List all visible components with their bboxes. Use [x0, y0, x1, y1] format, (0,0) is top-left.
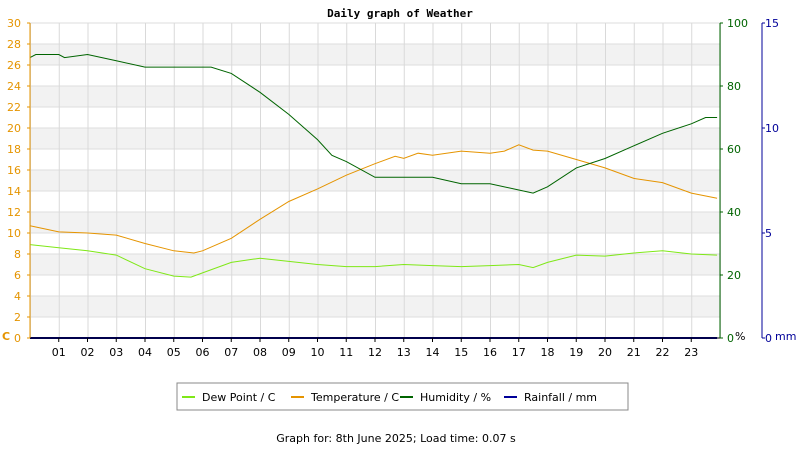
series-line-humidity [29, 53, 718, 194]
temp-tick-label: 14 [7, 185, 21, 198]
temp-tick-label: 26 [7, 59, 21, 72]
rain-axis-label: mm [775, 330, 796, 343]
temp-tick-label: 8 [14, 248, 21, 261]
series-line-temperature [29, 144, 718, 254]
humidity-tick-label: 60 [727, 143, 741, 156]
humidity-tick-label: 40 [727, 206, 741, 219]
x-tick-label: 16 [483, 346, 497, 359]
temp-tick-label: 22 [7, 101, 21, 114]
temp-tick-label: 16 [7, 164, 21, 177]
rain-tick-label: 15 [765, 17, 779, 30]
x-tick-label: 05 [167, 346, 181, 359]
x-tick-label: 08 [253, 346, 267, 359]
temp-tick-label: 24 [7, 80, 21, 93]
rain-tick-label: 5 [765, 227, 772, 240]
x-tick-label: 17 [512, 346, 526, 359]
humidity-tick-label: 0 [727, 332, 734, 345]
humidity-tick-label: 100 [727, 17, 748, 30]
x-tick-label: 06 [196, 346, 210, 359]
x-tick-label: 04 [138, 346, 152, 359]
x-tick-label: 07 [224, 346, 238, 359]
x-tick-label: 13 [397, 346, 411, 359]
temp-tick-label: 4 [14, 290, 21, 303]
x-tick-label: 03 [109, 346, 123, 359]
temp-tick-label: 20 [7, 122, 21, 135]
axes: 01 02 03 04 05 06 07 08 09 10 11 12 13 14 15 16 17 18 19 20… [2, 17, 796, 359]
x-tick-label: 12 [368, 346, 382, 359]
temp-tick-label: 28 [7, 38, 21, 51]
chart-title: Daily graph of Weather [327, 7, 473, 20]
x-tick-label: 15 [454, 346, 468, 359]
temp-tick-label: 6 [14, 269, 21, 282]
humidity-tick-label: 20 [727, 269, 741, 282]
x-tick-label: 02 [81, 346, 95, 359]
x-tick-label: 18 [541, 346, 555, 359]
temp-tick-label: 2 [14, 311, 21, 324]
legend-label: Humidity / % [420, 391, 491, 404]
x-tick-label: 22 [656, 346, 670, 359]
temp-tick-label: 10 [7, 227, 21, 240]
x-tick-label: 10 [311, 346, 325, 359]
footer-text: Graph for: 8th June 2025; Load time: 0.0… [276, 432, 516, 445]
temp-tick-label: 12 [7, 206, 21, 219]
x-tick-label: 01 [52, 346, 66, 359]
x-tick-label: 21 [627, 346, 641, 359]
x-tick-label: 19 [569, 346, 583, 359]
grid-lines [30, 22, 721, 339]
rain-tick-label: 10 [765, 122, 779, 135]
x-tick-label: 09 [282, 346, 296, 359]
legend: Dew Point / C Temperature / C Humidity / %… [176, 382, 629, 411]
x-tick-label: 11 [339, 346, 353, 359]
x-tick-label: 23 [684, 346, 698, 359]
temp-tick-label: 0 [14, 332, 21, 345]
x-tick-label: 14 [426, 346, 440, 359]
temp-tick-label: 30 [7, 17, 21, 30]
x-tick-label: 20 [598, 346, 612, 359]
rain-tick-label: 0 [765, 332, 772, 345]
legend-label: Dew Point / C [202, 391, 276, 404]
legend-label: Rainfall / mm [524, 391, 597, 404]
legend-label: Temperature / C [310, 391, 399, 404]
series-line-dew-point [29, 244, 718, 278]
temp-tick-label: 18 [7, 143, 21, 156]
temp-axis-label: C [2, 330, 10, 343]
humidity-axis-label: % [735, 330, 745, 343]
humidity-tick-label: 80 [727, 80, 741, 93]
